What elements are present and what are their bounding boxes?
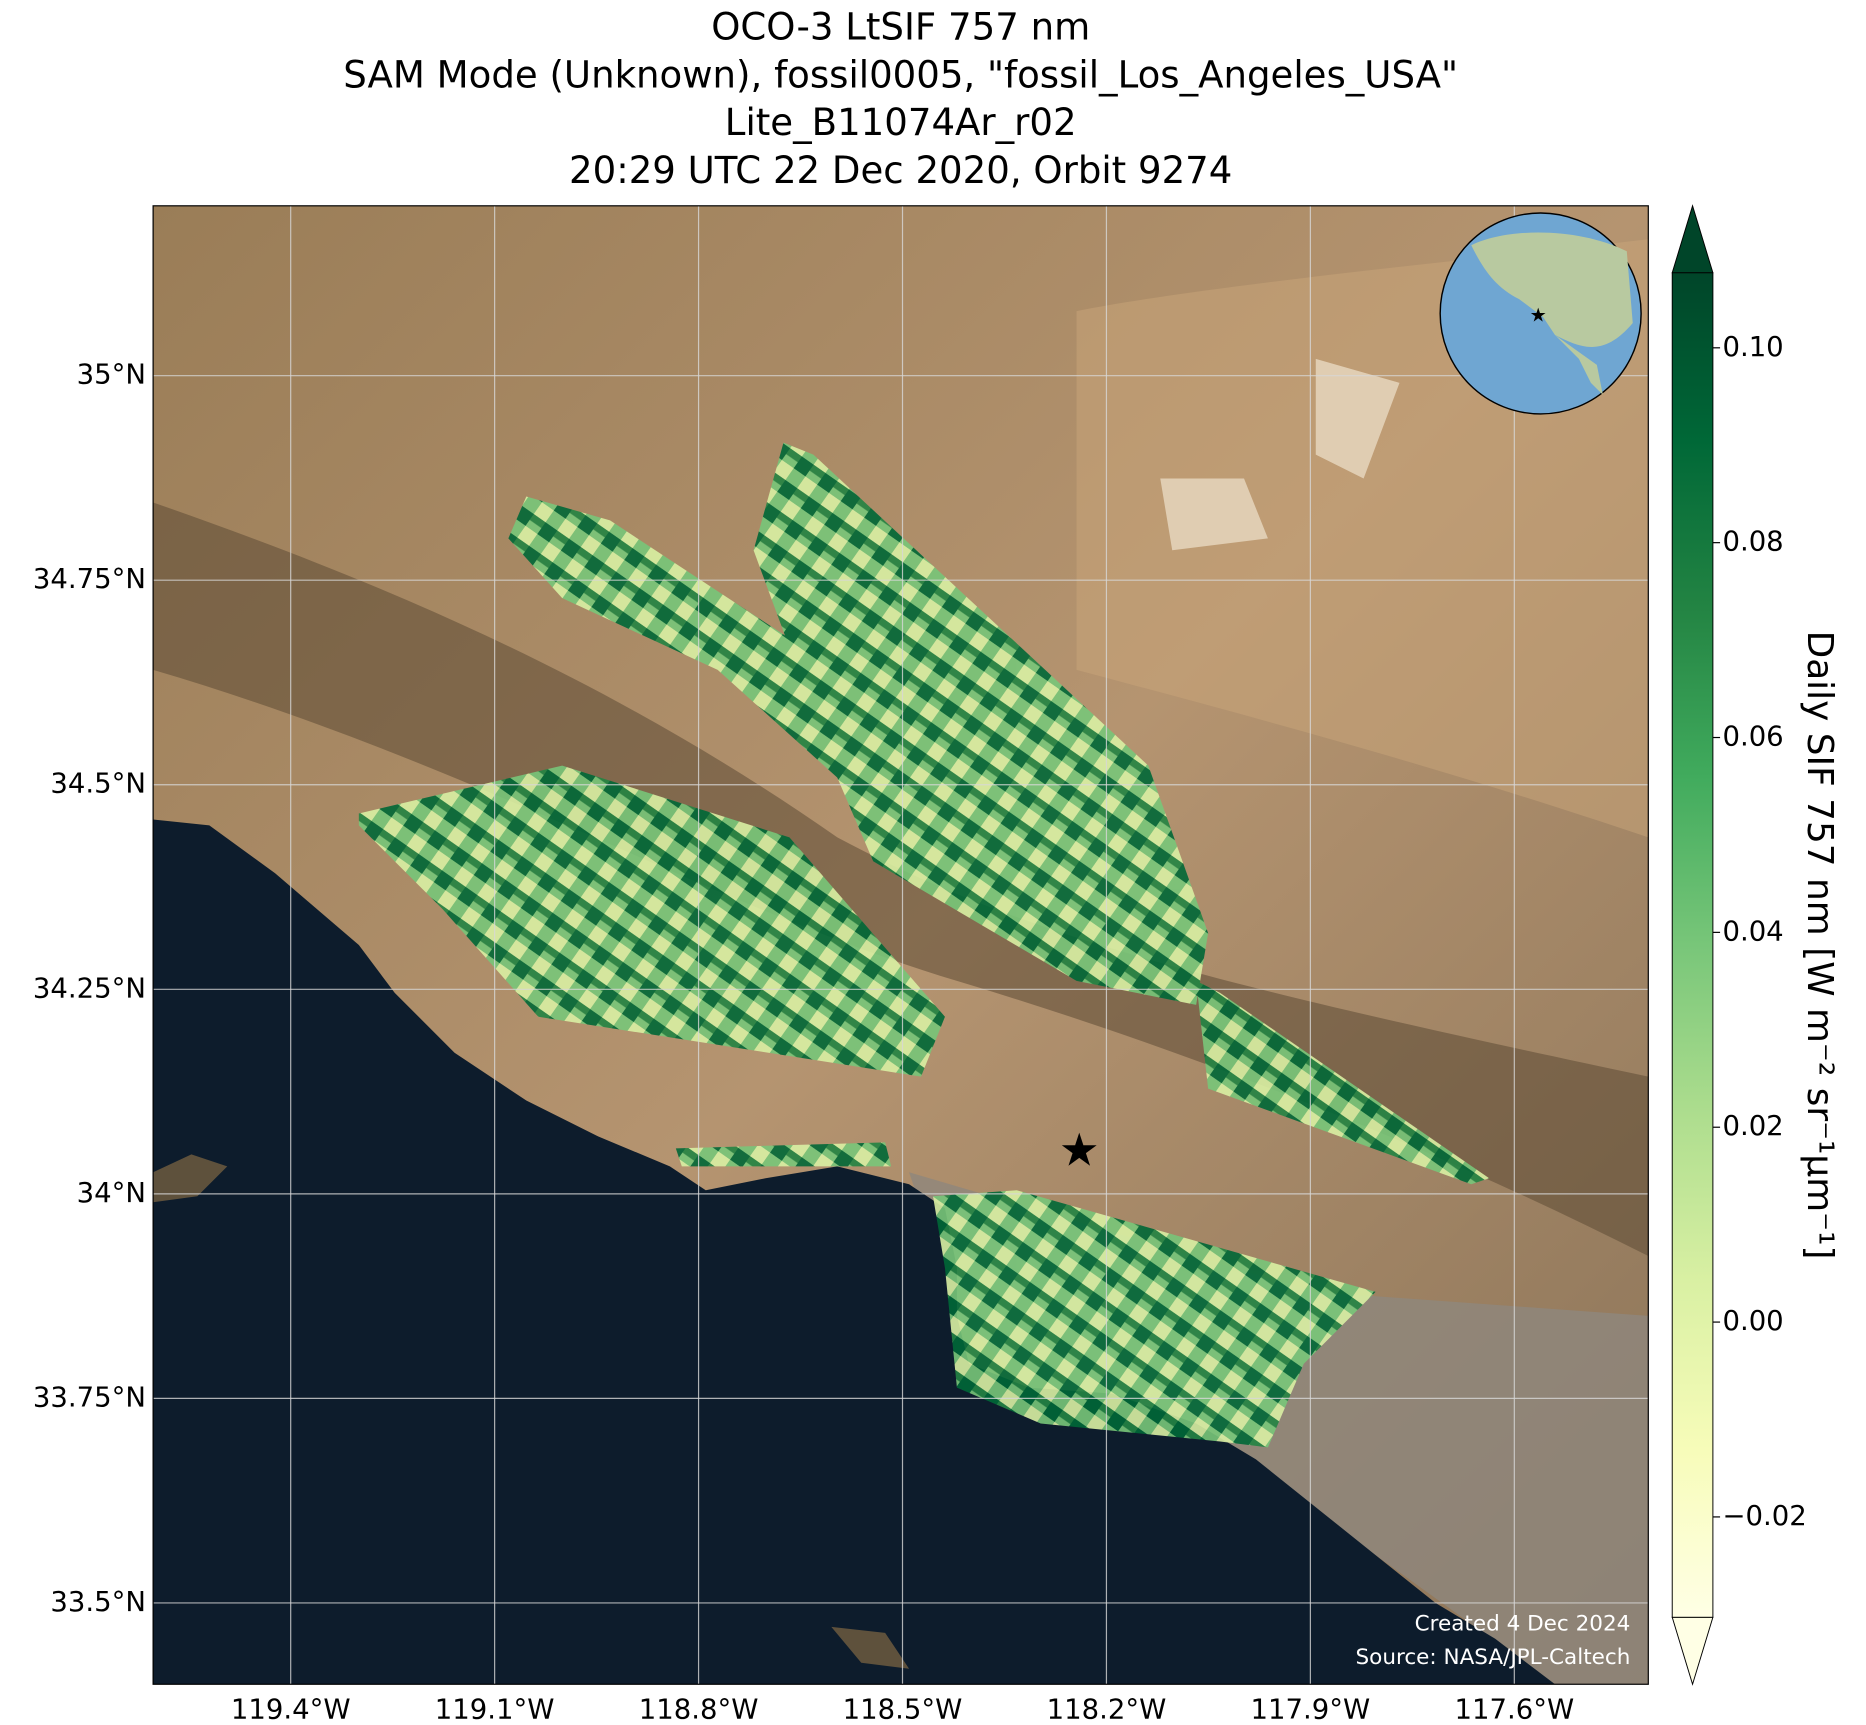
- y-tick-label: 35°N: [77, 359, 146, 391]
- title-line: Lite_B11074Ar_r02: [725, 101, 1077, 144]
- inset-marker: ★: [1530, 303, 1547, 326]
- colorbar-tick-label: 0.02: [1722, 1110, 1783, 1142]
- colorbar-tick-label: 0.06: [1722, 721, 1783, 753]
- colorbar: Daily SIF 757 nm [W m⁻² sr⁻¹μm⁻¹] 0.10 0.…: [1671, 204, 1840, 1686]
- title: OCO-3 LtSIF 757 nm SAM Mode (Unknown), f…: [343, 6, 1458, 193]
- y-tick-label: 34.25°N: [33, 972, 146, 1004]
- y-tick-label: 33.75°N: [33, 1381, 146, 1413]
- y-tick-label: 34.5°N: [50, 768, 146, 800]
- x-tick-label: 119.4°W: [231, 1694, 351, 1725]
- x-tick-label: 117.6°W: [1454, 1694, 1574, 1725]
- x-tick-label: 117.9°W: [1251, 1694, 1371, 1725]
- inset-globe: ★: [1439, 212, 1642, 415]
- colorbar-tick-label: 0.00: [1722, 1305, 1783, 1337]
- y-tick-label: 34.75°N: [33, 563, 146, 595]
- colorbar-label: Daily SIF 757 nm [W m⁻² sr⁻¹μm⁻¹]: [1799, 631, 1840, 1260]
- credit: Created 4 Dec 2024: [1415, 1611, 1631, 1636]
- colorbar-tick-label: −0.02: [1722, 1500, 1806, 1532]
- title-line: SAM Mode (Unknown), fossil0005, "fossil_…: [343, 53, 1458, 96]
- gridlines: [153, 205, 1649, 1685]
- map-frame: [152, 205, 1649, 1685]
- axes: 119.4°W 119.1°W 118.8°W 118.5°W 118.2°W 117.9…: [33, 359, 1574, 1725]
- map-marks: ★: [1059, 1123, 1100, 1176]
- colorbar-tick-label: 0.08: [1722, 526, 1783, 558]
- title-line: 20:29 UTC 22 Dec 2020, Orbit 9274: [569, 149, 1232, 192]
- map-image: ★ ★ Created 4 Dec 2024 Source: NASA/JPL-…: [153, 205, 1649, 1685]
- title-line: OCO-3 LtSIF 757 nm: [711, 6, 1090, 49]
- sif-swaths: [358, 442, 1490, 1448]
- y-tick-label: 33.5°N: [50, 1586, 146, 1618]
- x-tick-label: 118.5°W: [843, 1694, 963, 1725]
- target-marker: ★: [1059, 1123, 1100, 1176]
- colorbar-tick-label: 0.10: [1722, 331, 1783, 363]
- credit: Source: NASA/JPL-Caltech: [1356, 1645, 1631, 1670]
- x-tick-label: 118.2°W: [1047, 1694, 1167, 1725]
- y-tick-label: 34°N: [77, 1177, 146, 1209]
- colorbar-tick-label: 0.04: [1722, 915, 1783, 947]
- x-tick-label: 119.1°W: [435, 1694, 555, 1725]
- x-tick-label: 118.8°W: [639, 1694, 759, 1725]
